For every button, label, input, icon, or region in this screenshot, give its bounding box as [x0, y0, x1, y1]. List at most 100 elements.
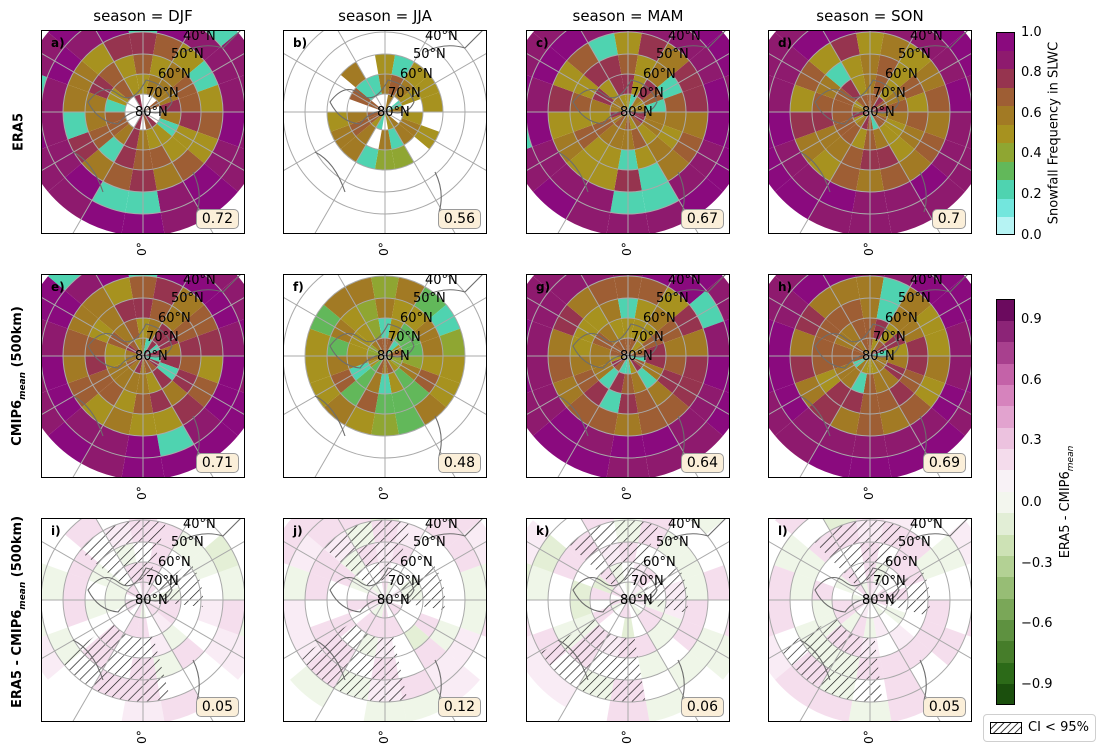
data-cell	[628, 112, 642, 128]
meridian-line	[284, 53, 486, 171]
latitude-label: 60°N	[400, 311, 433, 326]
data-cell	[289, 534, 324, 573]
hatch-region	[399, 564, 445, 610]
hatch-region	[324, 520, 412, 587]
data-cell	[808, 688, 853, 721]
data-cell	[794, 375, 826, 408]
data-cell	[42, 276, 65, 322]
data-cell	[172, 318, 198, 344]
data-cell	[414, 74, 440, 100]
data-cell	[153, 406, 183, 435]
data-cell	[851, 127, 867, 150]
data-cell	[414, 393, 447, 426]
meridian-label: 0°	[619, 242, 634, 256]
colorbar-segment	[996, 32, 1015, 51]
data-cell	[914, 375, 946, 408]
data-cell	[883, 31, 917, 43]
data-cell	[672, 619, 704, 652]
data-cell	[414, 318, 440, 344]
panel-label: c)	[536, 36, 549, 50]
data-cell	[105, 600, 127, 613]
latitude-label: 70°N	[631, 86, 664, 101]
data-cell	[527, 520, 550, 566]
data-cell	[533, 177, 577, 220]
data-cell	[105, 343, 127, 356]
data-cell	[143, 349, 161, 356]
colorbar-difference	[996, 299, 1015, 706]
colorbar-top-label: Snowfall Frequency in SLWC	[1046, 41, 1062, 225]
correlation-badge: 0.06	[680, 697, 724, 717]
data-cell	[290, 665, 334, 708]
data-cell	[290, 519, 324, 535]
colorbar-segment	[996, 555, 1015, 578]
data-cell	[945, 356, 971, 391]
data-cell	[638, 650, 668, 679]
data-cell	[309, 375, 341, 408]
data-cell	[356, 298, 379, 324]
data-cell	[385, 356, 399, 372]
data-cell	[899, 124, 925, 150]
data-cell	[42, 356, 68, 391]
data-cell	[628, 105, 646, 112]
data-cell	[598, 367, 619, 389]
data-cell	[63, 84, 89, 112]
data-cell	[152, 323, 173, 345]
data-cell	[856, 112, 870, 128]
data-cell	[689, 139, 724, 178]
data-cell	[385, 600, 399, 616]
data-cell	[873, 127, 889, 150]
latitude-label: 40°N	[910, 274, 943, 288]
colorbar-segment	[996, 619, 1015, 642]
data-cell	[159, 112, 181, 125]
data-cell	[124, 615, 140, 638]
data-cell	[391, 144, 414, 170]
latitude-label: 60°N	[885, 67, 918, 82]
data-cell	[703, 565, 729, 600]
data-cell	[775, 177, 819, 220]
latitude-label: 70°N	[146, 86, 179, 101]
data-cell	[548, 84, 574, 112]
latitude-label: 50°N	[656, 291, 689, 306]
data-cell	[527, 356, 553, 391]
data-cell	[841, 54, 864, 80]
data-cell	[794, 60, 826, 93]
data-cell	[628, 584, 642, 600]
data-cell	[64, 31, 103, 61]
coastline	[557, 519, 726, 701]
meridian-line	[284, 541, 486, 659]
coastline	[557, 275, 726, 457]
latitude-label: 80°N	[135, 105, 168, 120]
data-cell	[775, 31, 809, 47]
data-cell	[830, 406, 860, 435]
data-cell	[388, 127, 404, 150]
data-cell	[527, 77, 553, 112]
data-cell	[657, 368, 683, 394]
data-cell	[156, 275, 190, 287]
meridian-label: 0°	[619, 486, 634, 500]
data-cell	[840, 79, 861, 101]
column-title-djf: season = DJF	[93, 7, 193, 25]
data-cell	[832, 99, 854, 112]
meridian-line	[769, 541, 971, 659]
panel-label: g)	[536, 280, 551, 294]
data-cell	[899, 149, 932, 182]
data-cell	[355, 79, 376, 101]
data-cell	[533, 275, 567, 291]
data-cell	[609, 318, 625, 341]
data-cell	[870, 600, 884, 616]
colorbar-segment	[996, 662, 1015, 685]
data-cell	[345, 406, 375, 435]
data-cell	[790, 112, 816, 140]
data-cell	[420, 336, 443, 356]
data-cell	[599, 298, 622, 324]
data-cell	[840, 323, 861, 345]
meridian-line	[769, 53, 971, 171]
meridian-label: 0°	[376, 242, 391, 256]
data-cell	[436, 665, 480, 708]
data-cell	[657, 318, 683, 344]
data-cell	[172, 74, 198, 100]
colorbar-segment	[996, 50, 1015, 70]
data-cell	[614, 112, 628, 128]
data-cell	[812, 600, 835, 620]
data-cell	[330, 318, 356, 344]
